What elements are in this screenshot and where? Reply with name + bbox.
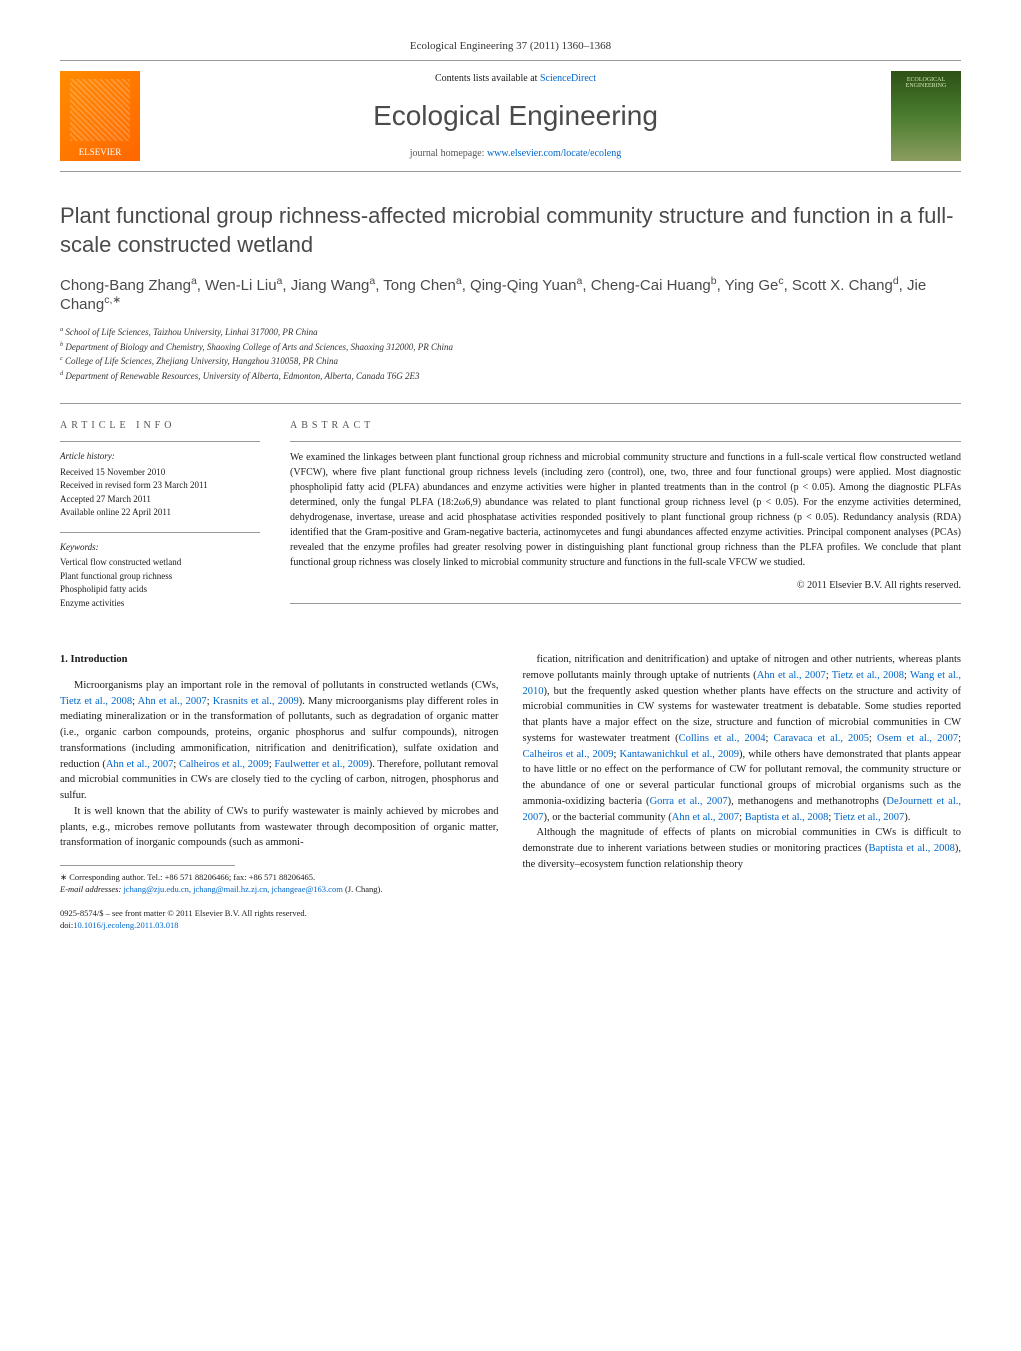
article-info-label: article info [60, 420, 260, 431]
abstract-label: abstract [290, 420, 961, 431]
body-paragraph: fication, nitrification and denitrificat… [523, 652, 962, 825]
history-line: Received 15 November 2010 [60, 466, 260, 480]
journal-cover-thumbnail: ECOLOGICAL ENGINEERING [891, 71, 961, 161]
elsevier-label: ELSEVIER [79, 147, 122, 157]
history-line: Accepted 27 March 2011 [60, 493, 260, 507]
body-paragraph: Although the magnitude of effects of pla… [523, 825, 962, 872]
header-center: Contents lists available at ScienceDirec… [140, 73, 891, 159]
citation-link[interactable]: Calheiros et al., 2009 [523, 749, 614, 760]
publisher-header: ELSEVIER Contents lists available at Sci… [60, 60, 961, 172]
citation-link[interactable]: Tietz et al., 2008 [832, 670, 904, 681]
citation-link[interactable]: Baptista et al., 2008 [745, 812, 829, 823]
citation-link[interactable]: Ahn et al., 2007 [138, 696, 207, 707]
keyword-line: Plant functional group richness [60, 570, 260, 584]
email-label: E-mail addresses: [60, 884, 121, 894]
corresponding-name: (J. Chang). [345, 884, 383, 894]
citation-link[interactable]: Tietz et al., 2008 [60, 696, 132, 707]
history-line: Received in revised form 23 March 2011 [60, 479, 260, 493]
keywords-block: Keywords: Vertical flow constructed wetl… [60, 532, 260, 611]
copyright-line: © 2011 Elsevier B.V. All rights reserved… [290, 580, 961, 604]
article-info-column: article info Article history: Received 1… [60, 420, 260, 622]
body-two-column: 1. Introduction Microorganisms play an i… [60, 652, 961, 932]
homepage-link[interactable]: www.elsevier.com/locate/ecoleng [487, 148, 621, 159]
citation-link[interactable]: Collins et al., 2004 [679, 733, 766, 744]
info-abstract-row: article info Article history: Received 1… [60, 403, 961, 622]
citation-link[interactable]: Krasnits et al., 2009 [213, 696, 299, 707]
citation-link[interactable]: Faulwetter et al., 2009 [274, 759, 368, 770]
doi-block: 0925-8574/$ – see front matter © 2011 El… [60, 908, 499, 932]
body-right-column: fication, nitrification and denitrificat… [523, 652, 962, 932]
keyword-line: Phospholipid fatty acids [60, 583, 260, 597]
citation-link[interactable]: Kantawanichkul et al., 2009 [619, 749, 739, 760]
citation-link[interactable]: Ahn et al., 2007 [757, 670, 826, 681]
affiliation-line: d Department of Renewable Resources, Uni… [60, 369, 961, 384]
body-paragraph: Microorganisms play an important role in… [60, 678, 499, 804]
history-heading: Article history: [60, 450, 260, 464]
corresponding-author: ∗ Corresponding author. Tel.: +86 571 88… [60, 872, 499, 896]
elsevier-logo: ELSEVIER [60, 71, 140, 161]
body-paragraph: It is well known that the ability of CWs… [60, 804, 499, 851]
affiliation-line: c College of Life Sciences, Zhejiang Uni… [60, 354, 961, 369]
footer-divider [60, 865, 235, 872]
body-left-column: 1. Introduction Microorganisms play an i… [60, 652, 499, 932]
abstract-column: abstract We examined the linkages betwee… [290, 420, 961, 622]
citation-link[interactable]: Baptista et al., 2008 [869, 843, 955, 854]
keyword-line: Vertical flow constructed wetland [60, 556, 260, 570]
citation-link[interactable]: Osem et al., 2007 [877, 733, 958, 744]
keywords-heading: Keywords: [60, 541, 260, 555]
affiliations: a School of Life Sciences, Taizhou Unive… [60, 325, 961, 383]
article-title: Plant functional group richness-affected… [60, 202, 961, 259]
corresponding-emails[interactable]: jchang@zju.edu.cn, jchang@mail.hz.zj.cn,… [123, 884, 342, 894]
affiliation-line: a School of Life Sciences, Taizhou Unive… [60, 325, 961, 340]
citation-link[interactable]: Ahn et al., 2007 [672, 812, 739, 823]
citation-link[interactable]: Gorra et al., 2007 [650, 796, 728, 807]
abstract-text: We examined the linkages between plant f… [290, 441, 961, 570]
doi-line1: 0925-8574/$ – see front matter © 2011 El… [60, 908, 499, 920]
journal-title: Ecological Engineering [140, 100, 891, 132]
introduction-heading: 1. Introduction [60, 652, 499, 668]
contents-line: Contents lists available at ScienceDirec… [140, 73, 891, 84]
keyword-line: Enzyme activities [60, 597, 260, 611]
doi-label: doi: [60, 920, 73, 930]
corresponding-label: ∗ Corresponding author. Tel.: +86 571 88… [60, 872, 499, 884]
homepage-text: journal homepage: [410, 148, 487, 159]
author-list: Chong-Bang Zhanga, Wen-Li Liua, Jiang Wa… [60, 275, 961, 313]
article-history-block: Article history: Received 15 November 20… [60, 441, 260, 520]
cover-label: ECOLOGICAL ENGINEERING [891, 77, 961, 89]
contents-text: Contents lists available at [435, 73, 540, 84]
citation-link[interactable]: Tietz et al., 2007 [834, 812, 904, 823]
affiliation-line: b Department of Biology and Chemistry, S… [60, 340, 961, 355]
journal-reference: Ecological Engineering 37 (2011) 1360–13… [60, 40, 961, 52]
history-line: Available online 22 April 2011 [60, 506, 260, 520]
doi-link[interactable]: 10.1016/j.ecoleng.2011.03.018 [73, 920, 178, 930]
sciencedirect-link[interactable]: ScienceDirect [540, 73, 596, 84]
citation-link[interactable]: Ahn et al., 2007 [106, 759, 174, 770]
citation-link[interactable]: Calheiros et al., 2009 [179, 759, 269, 770]
homepage-line: journal homepage: www.elsevier.com/locat… [140, 148, 891, 159]
citation-link[interactable]: Caravaca et al., 2005 [773, 733, 869, 744]
